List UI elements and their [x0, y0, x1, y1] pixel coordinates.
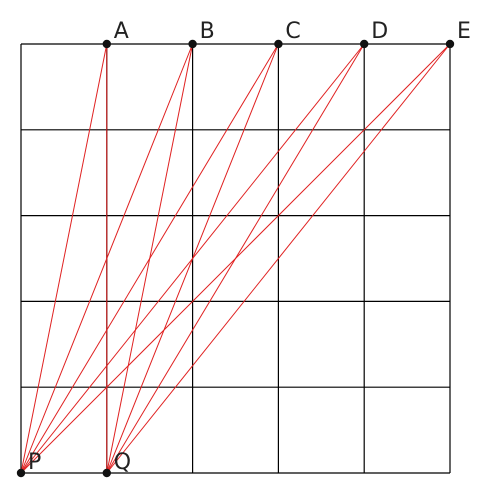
point-labels: A B C D E P Q: [28, 19, 471, 475]
segment-lines: [20, 43, 451, 474]
point-label-a: A: [114, 19, 129, 44]
segment-q-c: [106, 43, 279, 474]
point-p: [16, 468, 26, 478]
point-b: [188, 39, 197, 49]
point-label-q: Q: [114, 450, 131, 475]
point-q: [102, 468, 112, 478]
point-label-p: P: [28, 450, 41, 475]
point-c: [274, 39, 283, 49]
point-label-d: D: [371, 19, 388, 44]
segment-q-e: [106, 43, 451, 474]
segment-p-a: [20, 43, 108, 474]
segment-q-d: [106, 43, 365, 474]
labeled-points: [16, 39, 455, 478]
point-a: [102, 39, 112, 49]
point-label-b: B: [200, 19, 215, 44]
point-label-c: C: [285, 19, 300, 44]
point-d: [360, 39, 369, 49]
point-label-e: E: [457, 19, 471, 44]
point-e: [445, 39, 455, 49]
segment-q-b: [106, 43, 194, 474]
